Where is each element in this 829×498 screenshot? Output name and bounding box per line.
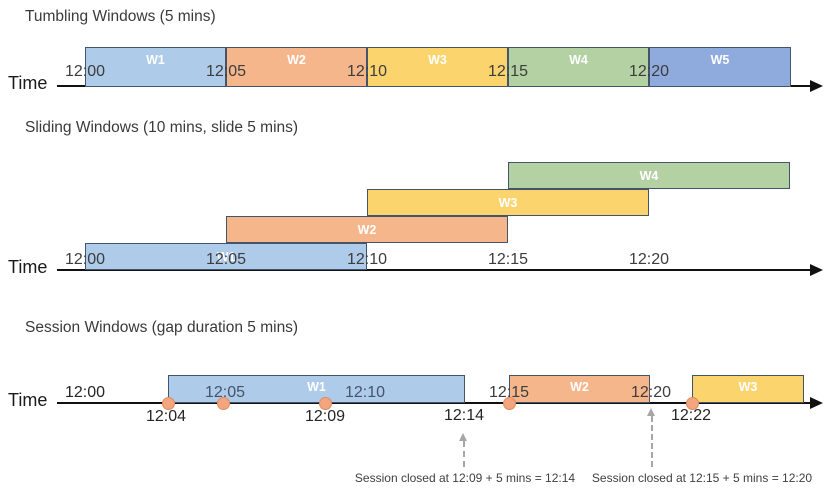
tumbling-window-w2: W2 — [226, 47, 367, 87]
tumbling-window-w3: W3 — [367, 47, 508, 87]
event-time-label: 12:22 — [670, 407, 712, 424]
sliding-time-axis-label: Time — [8, 257, 48, 277]
event-time-label: 12:09 — [304, 408, 346, 425]
session-closed-annotation-2: Session closed at 12:15 + 5 mins = 12:20 — [591, 471, 813, 485]
session-time-axis-label: Time — [8, 390, 48, 410]
window-label: W4 — [569, 53, 588, 67]
sliding-tick-1220: 12:20 — [628, 251, 670, 268]
tumbling-tick-1200: 12:00 — [64, 63, 106, 80]
tumbling-tick-1215: 12:15 — [487, 63, 529, 80]
session-axis-arrow-icon — [810, 397, 823, 409]
sliding-window-w3: W3 — [367, 189, 649, 216]
window-label: W3 — [738, 380, 758, 394]
sliding-tick-1200: 12:00 — [64, 251, 106, 268]
annotation-arrow-line — [651, 416, 653, 467]
session-time-axis — [57, 402, 812, 404]
event-dot — [319, 397, 332, 410]
window-label: W2 — [570, 380, 589, 394]
window-label: W3 — [428, 53, 447, 67]
session-tick-1205: 12:05 — [204, 384, 246, 401]
session-close-time-label: 12:14 — [443, 407, 485, 424]
session-section-title: Session Windows (gap duration 5 mins) — [25, 319, 299, 336]
sliding-tick-1215: 12:15 — [487, 251, 529, 268]
tumbling-window-w1: W1 — [85, 47, 226, 87]
tumbling-tick-1220: 12:20 — [628, 63, 670, 80]
tumbling-window-w5: W5 — [649, 47, 791, 87]
sliding-section-title: Sliding Windows (10 mins, slide 5 mins) — [25, 119, 299, 136]
event-dot — [162, 397, 175, 410]
window-label: W1 — [146, 53, 165, 67]
session-tick-1215: 12:15 — [488, 384, 530, 401]
event-time-label: 12:04 — [145, 408, 187, 425]
window-label: W1 — [216, 249, 236, 264]
annotation-arrow-line — [463, 441, 465, 467]
session-window-w1: W1 — [168, 375, 465, 403]
window-label: W1 — [307, 380, 326, 394]
tumbling-axis-arrow-icon — [810, 80, 823, 92]
sliding-axis-arrow-icon — [810, 264, 823, 276]
window-label: W5 — [710, 53, 730, 67]
event-dot — [686, 397, 699, 410]
tumbling-time-axis-label: Time — [8, 73, 48, 93]
session-window-w2: W2 — [509, 375, 650, 403]
sliding-tick-1205: 12:05 — [205, 251, 247, 268]
session-tick-1220: 12:20 — [630, 384, 672, 401]
sliding-window-w1: W1 — [85, 243, 367, 270]
window-label: W2 — [357, 222, 377, 237]
sliding-time-axis — [57, 269, 812, 271]
tumbling-section-title: Tumbling Windows (5 mins) — [25, 8, 216, 25]
event-dot — [503, 397, 516, 410]
tumbling-tick-1210: 12:10 — [346, 63, 388, 80]
window-label: W4 — [639, 168, 659, 183]
annotation-arrow-icon — [647, 408, 655, 416]
window-label: W2 — [287, 53, 306, 67]
annotation-arrow-icon — [459, 433, 467, 441]
sliding-window-w4: W4 — [508, 162, 790, 189]
sliding-tick-1210: 12:10 — [346, 251, 388, 268]
tumbling-window-w4: W4 — [508, 47, 649, 87]
event-dot — [217, 397, 230, 410]
tumbling-tick-1205: 12:05 — [205, 63, 247, 80]
window-label: W3 — [498, 195, 518, 210]
session-tick-1200: 12:00 — [64, 384, 106, 401]
session-window-w3: W3 — [692, 375, 804, 403]
sliding-window-w2: W2 — [226, 216, 508, 243]
session-tick-1210: 12:10 — [344, 384, 386, 401]
session-closed-annotation-1: Session closed at 12:09 + 5 mins = 12:14 — [354, 471, 576, 485]
